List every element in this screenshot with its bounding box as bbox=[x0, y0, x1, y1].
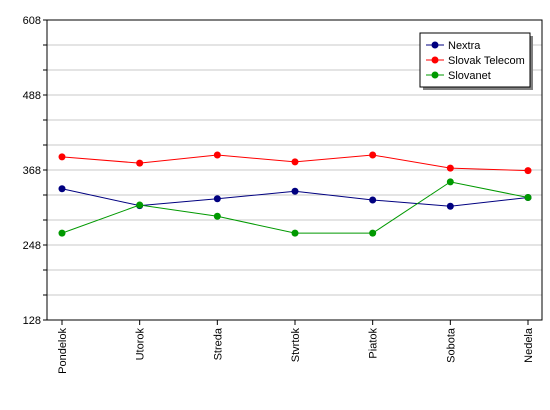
data-point bbox=[524, 194, 532, 201]
data-point bbox=[58, 229, 66, 237]
data-point bbox=[524, 167, 532, 175]
x-tick-label: Stvrtok bbox=[290, 328, 302, 363]
y-tick-label: 248 bbox=[23, 240, 41, 252]
series-nextra bbox=[58, 185, 532, 210]
data-point bbox=[369, 151, 377, 159]
data-point bbox=[213, 151, 221, 159]
x-axis-ticks: Pondelok Utorok Streda Stvrtok Piatok Sobota N… bbox=[57, 320, 535, 374]
data-point bbox=[291, 158, 299, 166]
legend: Nextra Slovak Telecom Slovanet bbox=[419, 32, 533, 90]
x-tick-label: Nedela bbox=[523, 327, 535, 363]
legend-swatch-marker bbox=[431, 56, 439, 64]
data-point bbox=[291, 187, 299, 195]
series-slovanet bbox=[58, 178, 532, 237]
data-point bbox=[369, 196, 377, 204]
x-tick-label: Pondelok bbox=[57, 328, 69, 374]
x-tick-label: Utorok bbox=[135, 328, 147, 361]
data-point bbox=[446, 164, 454, 172]
data-point bbox=[291, 229, 299, 237]
data-point bbox=[136, 159, 144, 167]
data-point bbox=[446, 178, 454, 186]
y-tick-label: 368 bbox=[23, 165, 41, 177]
data-point bbox=[446, 202, 454, 210]
data-point bbox=[213, 195, 221, 203]
y-tick-label: 608 bbox=[23, 15, 41, 27]
legend-swatch-marker bbox=[431, 71, 439, 79]
x-tick-label: Sobota bbox=[445, 327, 457, 363]
y-tick-label: 488 bbox=[23, 90, 41, 102]
data-point bbox=[58, 153, 66, 161]
legend-swatch-marker bbox=[431, 41, 439, 49]
x-tick-label: Piatok bbox=[368, 328, 380, 359]
legend-label: Nextra bbox=[448, 40, 481, 52]
data-point bbox=[213, 212, 221, 220]
y-axis-ticks: 128 248 368 488 608 bbox=[23, 15, 47, 327]
series-layer bbox=[58, 151, 532, 237]
data-point bbox=[58, 185, 66, 193]
data-point bbox=[136, 201, 144, 209]
legend-label: Slovanet bbox=[448, 70, 491, 82]
x-tick-label: Streda bbox=[212, 327, 224, 360]
series-slovak-telecom bbox=[58, 151, 532, 175]
data-point bbox=[369, 229, 377, 237]
legend-label: Slovak Telecom bbox=[448, 55, 525, 67]
y-tick-label: 128 bbox=[23, 315, 41, 327]
